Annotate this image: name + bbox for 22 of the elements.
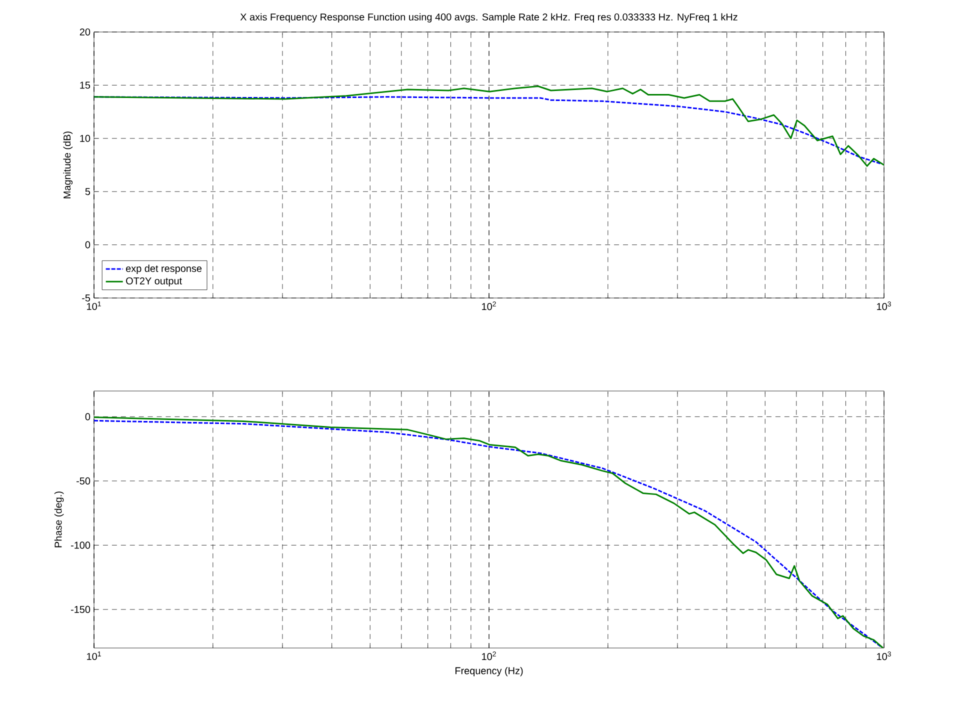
x-tick-label: 10$^{2}$ [482, 652, 496, 660]
y-tick-label: -100 [70, 542, 90, 549]
y-tick-label: 20 [80, 28, 90, 36]
y-tick-label: -5 [82, 294, 90, 302]
y-tick-label: 5 [85, 188, 90, 196]
y-tick-label: 0 [85, 413, 90, 420]
x-tick-label: 10$^{1}$ [87, 302, 101, 310]
x-tick-label: 10$^{3}$ [877, 652, 891, 660]
x-tick-label: 10$^{2}$ [482, 302, 496, 310]
y-tick-label: 10 [80, 134, 90, 142]
legend-label: OT2Y output [126, 277, 182, 286]
y-axis-title: Phase (deg.) [54, 492, 64, 548]
x-axis-title: Frequency (Hz) [456, 666, 523, 676]
x-tick-label: 10$^{1}$ [87, 652, 101, 660]
y-axis-title: Magnitude (dB) [63, 132, 73, 198]
x-tick-label: 10$^{3}$ [877, 302, 891, 310]
y-tick-label: -50 [76, 477, 90, 484]
chart-title: X axis Frequency Response Function using 400 avgs. Sample Rate 2 kHz. Freq res 0.033333 Hz. NyFreq 1 kHz [240, 13, 738, 22]
y-tick-label: 0 [85, 241, 90, 248]
legend-label: exp det response [126, 264, 202, 274]
y-tick-label: 15 [80, 82, 90, 89]
y-tick-label: -150 [70, 606, 90, 613]
